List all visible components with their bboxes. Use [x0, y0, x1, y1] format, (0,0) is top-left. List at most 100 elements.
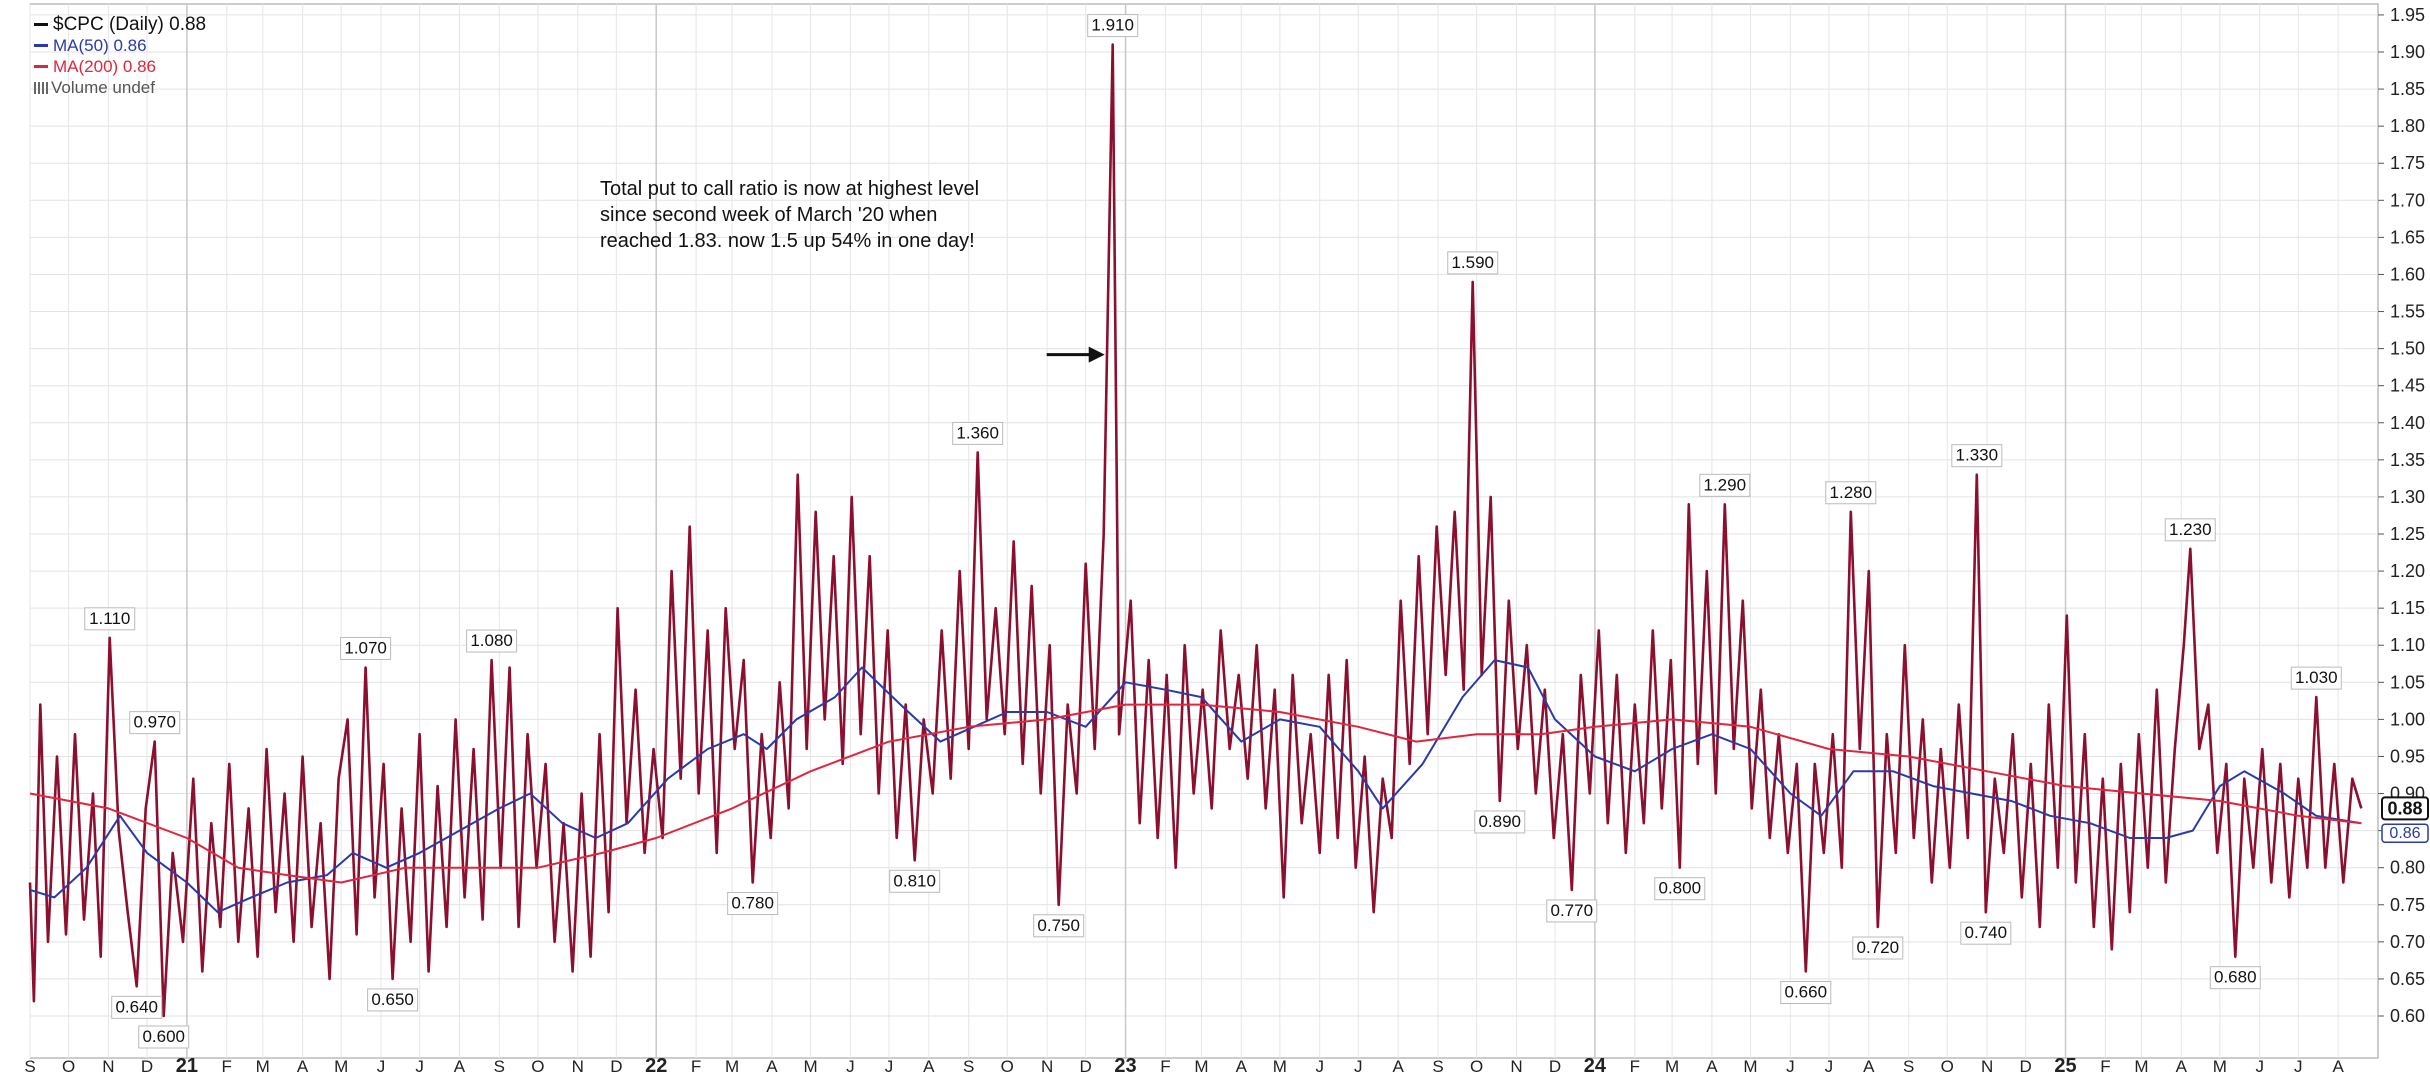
value-callout-box	[340, 636, 392, 660]
value-callout-box	[1654, 877, 1706, 901]
legend-label-ma200: MA(200) 0.86	[53, 57, 156, 76]
x-tick-label: F	[2100, 1057, 2110, 1074]
chart-legend: $CPC (Daily) 0.88 MA(50) 0.86 MA(200) 0.…	[34, 14, 206, 98]
x-tick-label: M	[803, 1057, 817, 1074]
y-tick-label: 1.45	[2390, 376, 2425, 396]
x-tick-label: D	[1549, 1057, 1561, 1074]
value-callout-box	[889, 869, 941, 893]
value-callout-label: 0.600	[142, 1027, 185, 1046]
x-tick-label: O	[1470, 1057, 1483, 1074]
x-tick-label: J	[415, 1057, 424, 1074]
x-tick-label: J	[377, 1057, 386, 1074]
value-callout-box	[1852, 936, 1904, 960]
value-callout-box	[1447, 251, 1499, 275]
x-tick-label: 23	[1114, 1055, 1136, 1074]
y-tick-label: 1.30	[2390, 487, 2425, 507]
y-tick-label: 1.75	[2390, 153, 2425, 173]
value-callout-label: 0.680	[2214, 968, 2257, 987]
value-callout-box	[1474, 810, 1526, 834]
legend-item-ma50: MA(50) 0.86	[34, 35, 206, 56]
value-callout-box	[1780, 981, 1832, 1005]
value-callout-box	[727, 892, 779, 916]
y-tick-label: 1.55	[2390, 302, 2425, 322]
annotation-line-2: since second week of March '20 when	[600, 204, 938, 226]
y-tick-label: 1.40	[2390, 413, 2425, 433]
x-tick-label: M	[725, 1057, 739, 1074]
x-tick-label: A	[2332, 1057, 2344, 1074]
value-callout-box	[1033, 914, 1085, 938]
legend-item-volume: Volume undef	[34, 77, 206, 98]
value-callout-box	[2209, 966, 2261, 990]
x-tick-label: 25	[2054, 1055, 2076, 1074]
value-callout-label: 1.910	[1091, 16, 1134, 35]
x-tick-label: M	[1273, 1057, 1287, 1074]
y-tick-label: 1.05	[2390, 672, 2425, 692]
x-tick-label: 22	[645, 1055, 667, 1074]
y-tick-label: 1.10	[2390, 635, 2425, 655]
last-value-label: 0.88	[2387, 798, 2422, 818]
value-callout-label: 1.110	[89, 609, 130, 628]
ma-value-tag	[2381, 823, 2429, 843]
value-callout-box	[1825, 481, 1877, 505]
y-tick-label: 0.65	[2390, 969, 2425, 989]
value-callout-box	[1087, 14, 1139, 38]
value-callout-label: 0.810	[893, 871, 936, 890]
cpc-daily-line	[28, 43, 2363, 1018]
value-callout-label: 0.890	[1478, 812, 1521, 831]
value-callout-label: 1.280	[1830, 483, 1873, 502]
x-tick-label: J	[846, 1057, 855, 1074]
x-tick-label: A	[1706, 1057, 1718, 1074]
y-tick-label: 1.15	[2390, 598, 2425, 618]
y-tick-label: 1.90	[2390, 42, 2425, 62]
value-callout-label: 1.080	[470, 631, 513, 650]
x-tick-label: S	[1432, 1057, 1443, 1074]
x-tick-label: N	[1981, 1057, 1993, 1074]
y-tick-label: 1.65	[2390, 227, 2425, 247]
x-tick-label: M	[1743, 1057, 1757, 1074]
y-tick-label: 1.50	[2390, 339, 2425, 359]
value-callout-label: 0.750	[1037, 916, 1080, 935]
value-callout-label: 0.720	[1857, 938, 1900, 957]
x-tick-label: 24	[1584, 1055, 1607, 1074]
x-tick-label: O	[1941, 1057, 1954, 1074]
x-tick-label: M	[1665, 1057, 1679, 1074]
x-tick-label: D	[141, 1057, 153, 1074]
value-callout-box	[84, 607, 136, 631]
y-tick-label: 0.80	[2390, 858, 2425, 878]
legend-label-cpc: $CPC (Daily) 0.88	[53, 14, 207, 35]
value-callout-label: 0.660	[1785, 983, 1828, 1002]
value-callout-box	[1699, 473, 1751, 497]
y-tick-label: 1.35	[2390, 450, 2425, 470]
x-tick-label: O	[62, 1057, 75, 1074]
legend-item-cpc: $CPC (Daily) 0.88	[34, 14, 206, 35]
x-tick-label: O	[531, 1057, 544, 1074]
value-callout-label: 1.590	[1451, 253, 1494, 272]
x-tick-label: S	[24, 1057, 35, 1074]
y-tick-label: 1.60	[2390, 264, 2425, 284]
y-tick-label: 1.00	[2390, 709, 2425, 729]
x-tick-label: J	[2255, 1057, 2264, 1074]
x-tick-label: A	[297, 1057, 309, 1074]
value-callout-label: 1.360	[956, 423, 999, 442]
annotation-line-3: reached 1.83. now 1.5 up 54% in one day!	[600, 230, 975, 252]
value-callout-label: 0.740	[1965, 923, 2008, 942]
value-callout-label: 0.970	[133, 713, 176, 732]
value-callout-box	[466, 629, 518, 653]
y-tick-label: 1.80	[2390, 116, 2425, 136]
value-callout-label: 1.230	[2169, 520, 2212, 539]
value-callout-label: 1.330	[1956, 446, 1999, 465]
legend-swatch-ma50	[34, 44, 48, 47]
value-callout-box	[1546, 899, 1598, 923]
x-tick-label: S	[963, 1057, 974, 1074]
x-tick-label: M	[2134, 1057, 2148, 1074]
value-callout-label: 1.070	[344, 638, 387, 657]
x-tick-label: D	[610, 1057, 622, 1074]
y-tick-label: 0.70	[2390, 932, 2425, 952]
ma200-line	[29, 703, 2362, 884]
x-tick-label: A	[2176, 1057, 2188, 1074]
value-callout-box	[138, 1025, 190, 1049]
value-callout-label: 0.780	[731, 894, 774, 913]
value-callout-box	[367, 988, 419, 1012]
value-callout-box	[129, 711, 181, 735]
